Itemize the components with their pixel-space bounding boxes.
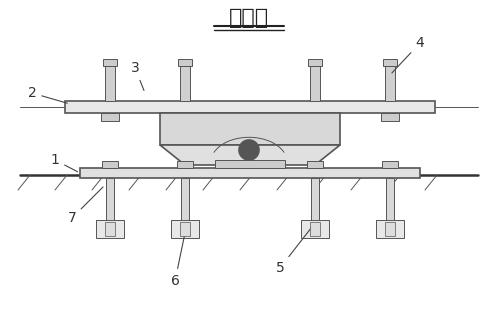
- Bar: [176, 113, 194, 121]
- Bar: [102, 161, 118, 168]
- Bar: [65, 101, 435, 113]
- Text: 纵桥向: 纵桥向: [229, 8, 269, 28]
- Circle shape: [239, 140, 259, 160]
- Bar: [385, 66, 395, 101]
- Bar: [180, 222, 190, 236]
- Polygon shape: [160, 145, 340, 165]
- Bar: [376, 220, 404, 238]
- Bar: [101, 113, 119, 121]
- Bar: [105, 66, 115, 101]
- Bar: [381, 113, 399, 121]
- Text: 4: 4: [392, 36, 424, 73]
- Bar: [301, 220, 329, 238]
- Bar: [385, 222, 395, 236]
- Polygon shape: [160, 113, 340, 145]
- Bar: [178, 59, 192, 66]
- Bar: [105, 222, 115, 236]
- Bar: [310, 222, 320, 236]
- Bar: [386, 178, 394, 233]
- Bar: [215, 160, 285, 168]
- Text: 7: 7: [68, 187, 103, 225]
- Bar: [310, 66, 320, 101]
- Bar: [382, 161, 398, 168]
- Bar: [308, 59, 322, 66]
- Bar: [80, 168, 420, 178]
- Bar: [311, 178, 319, 233]
- Bar: [307, 161, 323, 168]
- Bar: [180, 66, 190, 101]
- Text: 2: 2: [27, 86, 67, 103]
- Bar: [383, 59, 397, 66]
- Bar: [96, 220, 124, 238]
- Text: 3: 3: [130, 61, 144, 90]
- Bar: [103, 59, 117, 66]
- Bar: [171, 220, 199, 238]
- Text: 5: 5: [275, 225, 313, 275]
- Text: 1: 1: [51, 153, 78, 172]
- Text: 6: 6: [170, 236, 184, 288]
- Bar: [177, 161, 193, 168]
- Bar: [306, 113, 324, 121]
- Bar: [106, 178, 114, 233]
- Bar: [181, 178, 189, 233]
